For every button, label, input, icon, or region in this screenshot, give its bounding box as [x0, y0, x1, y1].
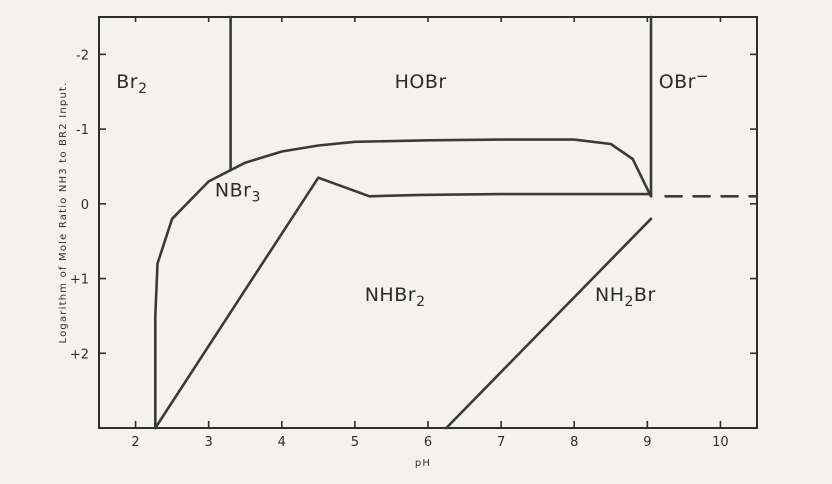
y-tick-label: -1	[76, 123, 89, 138]
x-tick-label: 5	[351, 435, 359, 450]
boundary-NBr3-NHBr2	[154, 176, 653, 430]
x-tick-label: 4	[278, 435, 286, 450]
region-label-NBr3: NBr3	[215, 179, 261, 205]
region-label-NHBr2: NHBr2	[365, 284, 426, 310]
boundary-NBr3-upper	[154, 138, 653, 430]
region-label-HOBr: HOBr	[395, 71, 447, 93]
region-label-OBr-: OBr−	[659, 67, 709, 93]
y-tick-label: +1	[70, 273, 89, 288]
y-tick-label: -2	[76, 48, 89, 63]
x-tick-label: 8	[570, 435, 578, 450]
region-label-Br2: Br2	[116, 71, 147, 97]
y-axis-label: Logarithm of Mole Ratio NH3 to BR2 Input…	[58, 82, 69, 344]
x-tick-label: 3	[205, 435, 213, 450]
x-tick-label: 9	[643, 435, 651, 450]
boundary-NHBr2-NH2Br	[445, 217, 653, 430]
x-tick-label: 2	[131, 435, 139, 450]
x-tick-label: 10	[712, 435, 729, 450]
x-tick-label: 6	[424, 435, 432, 450]
x-tick-label: 7	[497, 435, 505, 450]
y-tick-label: 0	[81, 198, 89, 213]
y-tick-label: +2	[70, 347, 89, 362]
region-label-NH2Br: NH2Br	[595, 284, 656, 310]
x-axis-label: pH	[415, 458, 431, 469]
